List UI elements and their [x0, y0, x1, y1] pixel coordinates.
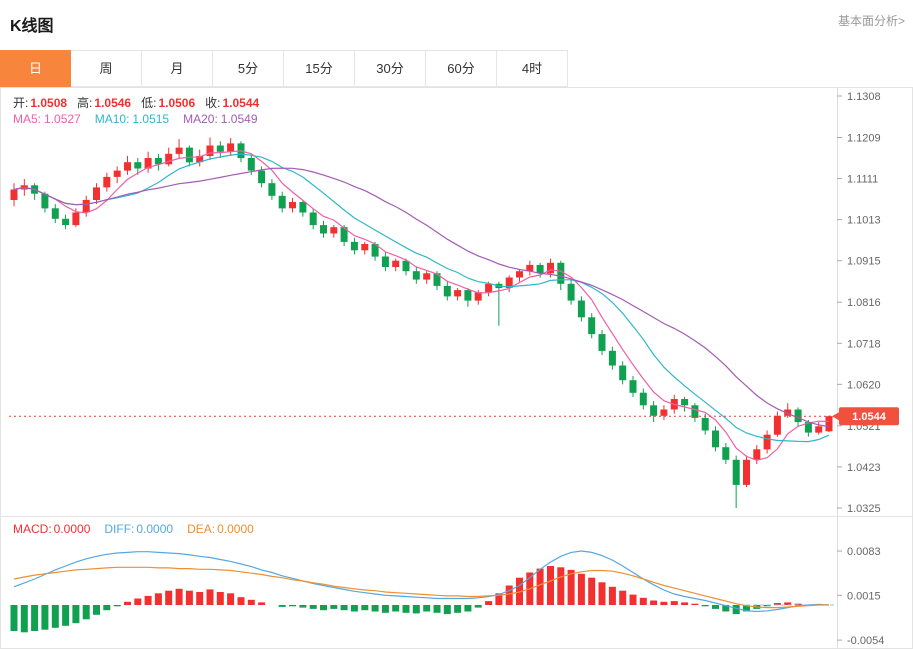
diff-line: [13, 550, 830, 613]
macd-histogram: [10, 566, 823, 633]
tab-15min[interactable]: 15分: [284, 50, 355, 87]
tab-month[interactable]: 月: [142, 50, 213, 87]
tab-4hour[interactable]: 4时: [497, 50, 568, 87]
macd-chart[interactable]: 0.0083 0.0015 -0.0054: [1, 516, 912, 648]
dea-line: [13, 566, 829, 609]
tab-5min[interactable]: 5分: [213, 50, 284, 87]
candlestick-chart[interactable]: 1.1308 1.1209 1.1111 1.1013 1.0915 1.0816 1.07…: [1, 88, 912, 516]
svg-text:0.0015: 0.0015: [847, 590, 881, 602]
ma10-line: [13, 153, 830, 443]
tab-week[interactable]: 周: [71, 50, 142, 87]
svg-text:1.0816: 1.0816: [847, 297, 881, 309]
page-title: K线图: [10, 18, 54, 35]
tab-60min[interactable]: 60分: [426, 50, 497, 87]
svg-text:1.0544: 1.0544: [852, 411, 887, 423]
main-y-axis-labels: 1.1308 1.1209 1.1111 1.1013 1.0915 1.0816 1.07…: [837, 91, 881, 515]
svg-text:1.1308: 1.1308: [847, 91, 881, 103]
tab-30min[interactable]: 30分: [355, 50, 426, 87]
svg-text:1.1209: 1.1209: [847, 132, 881, 144]
current-price-badge: 1.0544: [832, 407, 899, 426]
svg-text:-0.0054: -0.0054: [847, 635, 884, 647]
svg-text:0.0083: 0.0083: [847, 546, 881, 558]
ma20-line: [13, 167, 830, 428]
widget-header: K线图 基本面分析>: [0, 0, 913, 50]
svg-text:1.0423: 1.0423: [847, 462, 881, 474]
svg-text:1.1111: 1.1111: [847, 174, 878, 186]
tab-day[interactable]: 日: [0, 50, 71, 87]
svg-text:1.0620: 1.0620: [847, 379, 881, 391]
svg-text:1.0718: 1.0718: [847, 338, 881, 350]
svg-text:1.0915: 1.0915: [847, 256, 881, 268]
macd-y-axis-labels: 0.0083 0.0015 -0.0054: [837, 546, 884, 647]
svg-text:1.0325: 1.0325: [847, 503, 881, 515]
interval-tab-bar: 日周月 5分 15分 30分 60分 4时: [0, 50, 913, 87]
svg-text:1.1013: 1.1013: [847, 215, 881, 227]
chart-area: 1.1308 1.1209 1.1111 1.1013 1.0915 1.0816 1.07…: [0, 87, 913, 649]
ma5-line: [13, 150, 830, 461]
fundamental-analysis-link[interactable]: 基本面分析>: [837, 14, 905, 28]
